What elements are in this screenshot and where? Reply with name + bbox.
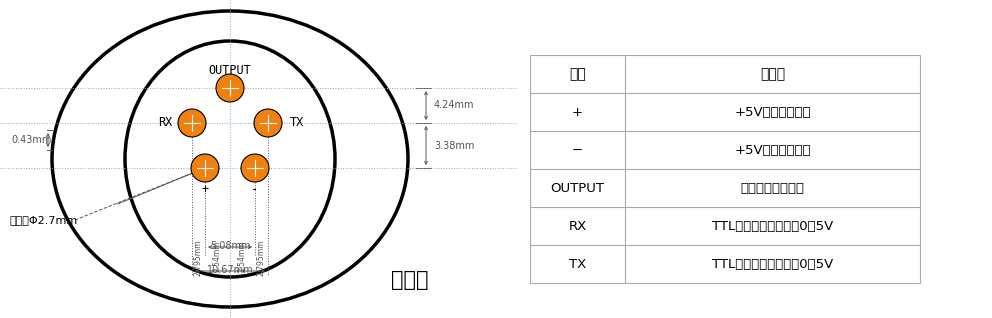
Text: 2.54mm: 2.54mm: [237, 240, 246, 272]
Text: OUTPUT: OUTPUT: [208, 64, 251, 77]
Text: −: −: [572, 143, 583, 156]
Text: 针座孔Φ2.7mm: 针座孔Φ2.7mm: [10, 215, 78, 225]
Bar: [530, 55, 920, 283]
Text: TX: TX: [568, 258, 586, 271]
Text: 名称: 名称: [569, 67, 586, 81]
Text: RX: RX: [568, 219, 586, 232]
Text: OUTPUT: OUTPUT: [551, 182, 604, 195]
Text: 4.24mm: 4.24mm: [434, 100, 474, 110]
Text: TTL电平，串口接收，0～5V: TTL电平，串口接收，0～5V: [712, 219, 833, 232]
Text: 2.795mm: 2.795mm: [257, 240, 266, 276]
Text: TX: TX: [290, 116, 305, 129]
Text: 5.08mm: 5.08mm: [209, 241, 250, 251]
Ellipse shape: [125, 41, 335, 277]
Text: 2.795mm: 2.795mm: [193, 240, 202, 276]
Circle shape: [216, 74, 244, 102]
Circle shape: [178, 109, 206, 137]
Ellipse shape: [52, 11, 408, 307]
Text: RX: RX: [158, 116, 172, 129]
Text: 模拟电压信号输出: 模拟电压信号输出: [740, 182, 805, 195]
Text: 0.43mm: 0.43mm: [12, 135, 53, 145]
Text: 说　明: 说 明: [760, 67, 785, 81]
Text: +: +: [201, 183, 208, 197]
Text: +: +: [572, 106, 583, 119]
Text: 3.38mm: 3.38mm: [434, 141, 474, 151]
Text: TTL电平，串口发送，0～5V: TTL电平，串口发送，0～5V: [712, 258, 833, 271]
Text: -: -: [251, 183, 259, 197]
Circle shape: [241, 154, 269, 182]
Text: 底视图: 底视图: [391, 270, 429, 290]
Text: 10.67mm: 10.67mm: [206, 265, 253, 275]
Circle shape: [254, 109, 282, 137]
Text: +5V电源输入负极: +5V电源输入负极: [734, 143, 810, 156]
Text: +5V电源输入正极: +5V电源输入正极: [734, 106, 810, 119]
Circle shape: [191, 154, 219, 182]
Text: 2.54mm: 2.54mm: [212, 240, 221, 272]
